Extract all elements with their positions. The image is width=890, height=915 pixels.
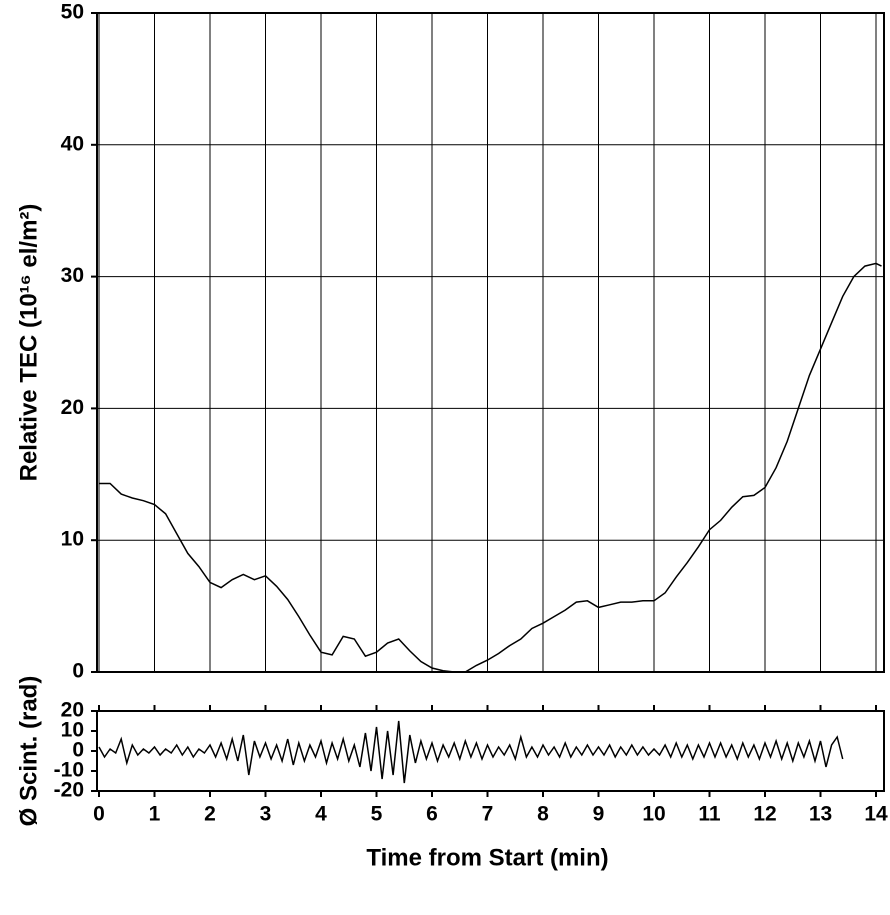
y-tick-label: -20 (54, 779, 84, 802)
x-tick-label: 8 (537, 803, 549, 826)
y-tick-label: 20 (61, 699, 84, 722)
y-axis-title: Ø Scint. (rad) (15, 676, 42, 827)
x-tick-label: 4 (315, 803, 327, 826)
x-tick-label: 3 (260, 803, 272, 826)
plot-frame (96, 12, 885, 673)
y-tick-label: 30 (61, 264, 84, 287)
x-tick-label: 11 (698, 803, 721, 826)
x-tick-label: 12 (753, 803, 776, 826)
data-line (98, 720, 844, 784)
x-tick-label: 6 (426, 803, 438, 826)
y-tick-label: 10 (61, 528, 84, 551)
y-tick-label: 50 (61, 1, 84, 24)
data-line (99, 262, 882, 673)
y-tick-label: 0 (72, 739, 84, 762)
y-tick-label: 20 (61, 396, 84, 419)
x-tick-label: 14 (864, 803, 888, 826)
y-tick-label: -10 (54, 759, 84, 782)
x-axis-title: Time from Start (min) (366, 844, 608, 871)
x-tick-label: 0 (93, 803, 105, 826)
y-tick-label: 0 (72, 660, 84, 683)
y-axis-title: Relative TEC (10¹⁶ el/m²) (15, 204, 42, 482)
x-tick-label: 7 (482, 803, 494, 826)
x-tick-label: 10 (642, 803, 665, 826)
x-tick-label: 9 (593, 803, 605, 826)
y-tick-label: 40 (61, 132, 84, 155)
x-tick-label: 13 (809, 803, 832, 826)
x-tick-label: 5 (371, 803, 383, 826)
y-tick-label: 10 (61, 719, 84, 742)
x-tick-label: 2 (204, 803, 216, 826)
x-tick-label: 1 (149, 803, 161, 826)
